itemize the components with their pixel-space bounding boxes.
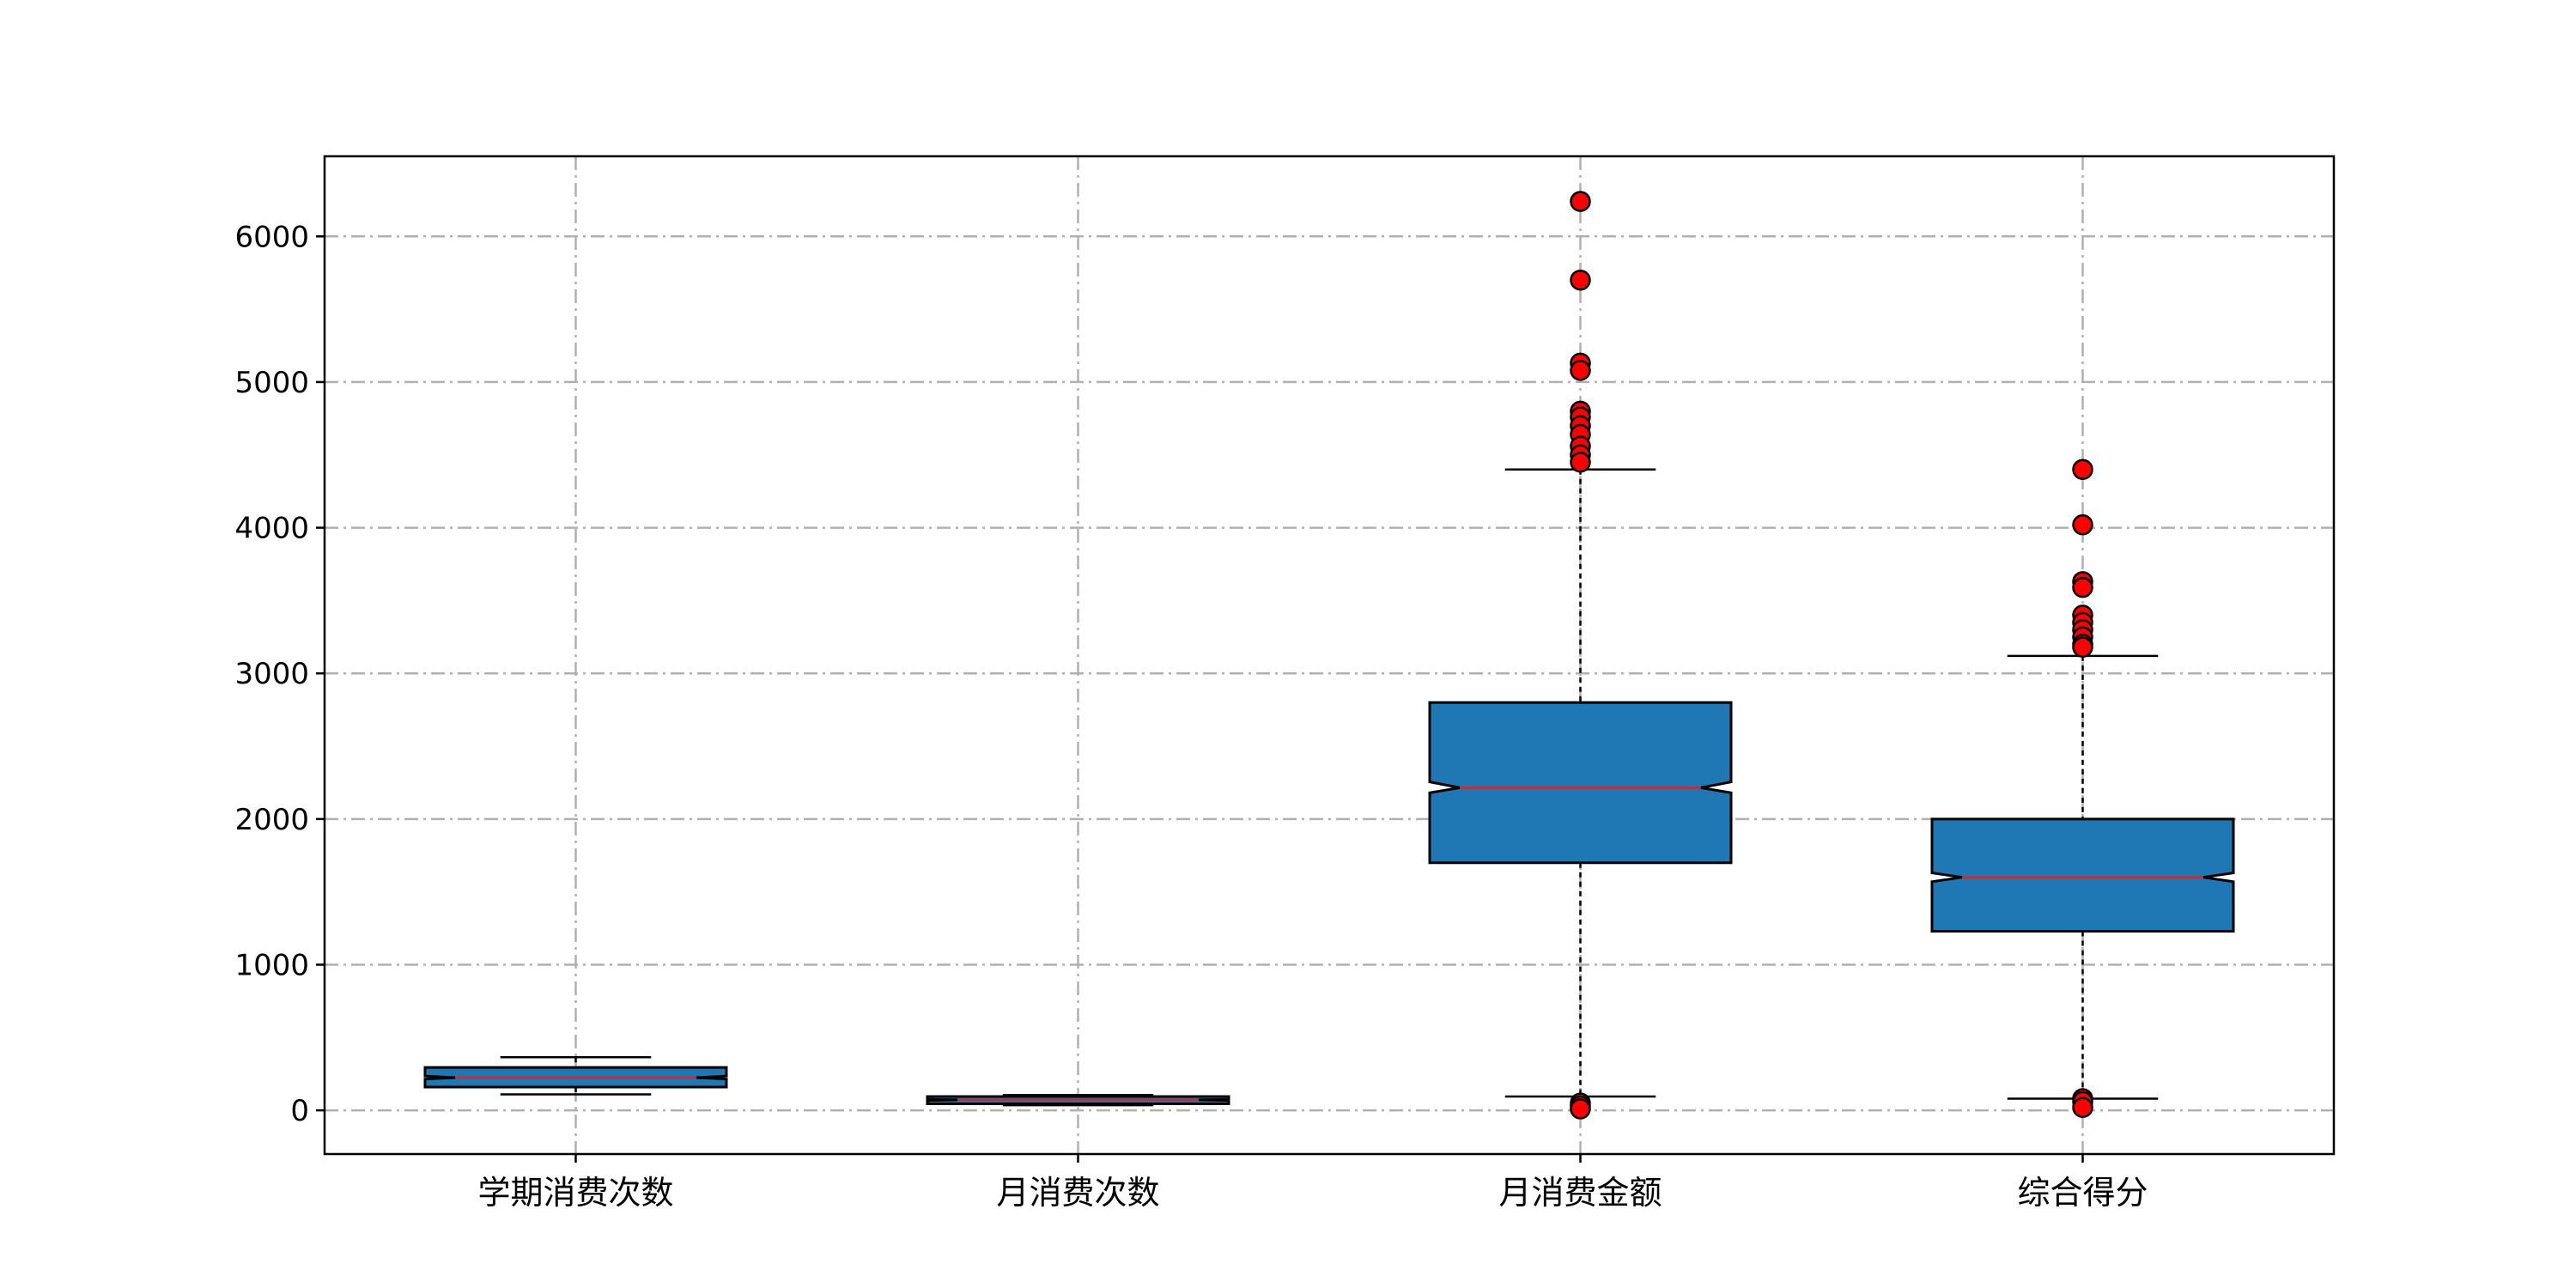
y-tick-label: 4000 [234, 512, 309, 546]
x-category-label: 综合得分 [2017, 1174, 2148, 1212]
y-tick-label: 6000 [234, 220, 309, 254]
box-body [1930, 817, 2235, 933]
y-tick-label: 0 [290, 1094, 309, 1128]
outlier-point [1570, 360, 1591, 381]
outlier-point [1570, 451, 1591, 473]
x-category-label: 月消费次数 [996, 1174, 1159, 1212]
plot-area-frame [323, 155, 2336, 1156]
x-category-label: 月消费金额 [1498, 1174, 1662, 1212]
box-group [1930, 459, 2235, 1118]
x-category-label: 学期消费次数 [477, 1174, 673, 1212]
y-tick-label: 1000 [234, 948, 309, 982]
outlier-point [2072, 459, 2093, 480]
outlier-point [2072, 576, 2093, 598]
box-body [1428, 701, 1733, 865]
outlier-point [2072, 636, 2093, 658]
y-tick-label: 3000 [234, 657, 309, 691]
outlier-point [2072, 1097, 2093, 1118]
box-group [1428, 191, 1733, 1120]
outlier-point [2072, 513, 2093, 536]
outlier-point [1570, 269, 1591, 291]
y-tick-label: 2000 [234, 803, 309, 837]
outlier-point [1570, 191, 1591, 212]
x-axis: 学期消费次数 月消费次数 月消费金额 综合得分 [477, 1154, 2148, 1212]
y-tick-label: 5000 [234, 366, 309, 400]
y-axis: 0 1000 2000 3000 4000 5000 6000 [234, 220, 325, 1128]
box-group [423, 1055, 728, 1096]
outlier-point [1570, 1098, 1591, 1120]
box-series [423, 191, 2235, 1120]
box-group [926, 1094, 1230, 1107]
